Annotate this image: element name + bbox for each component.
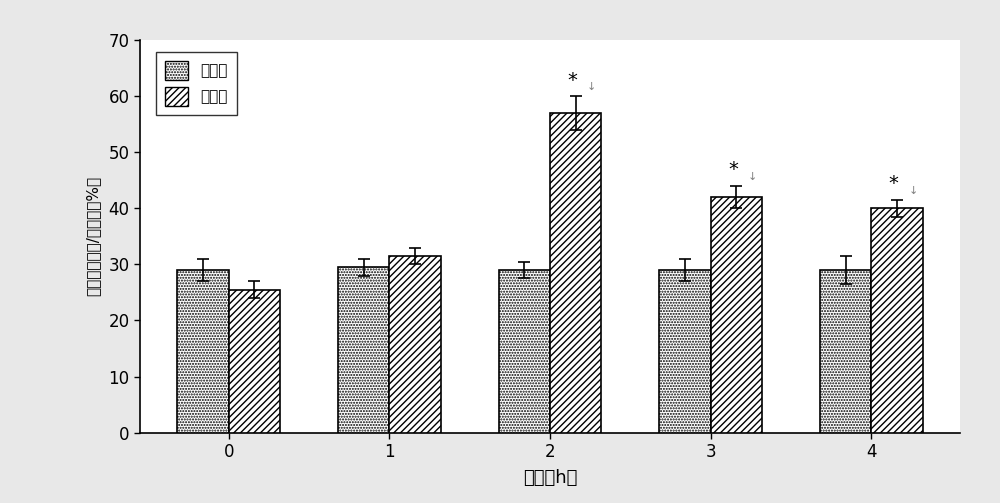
- Bar: [338, 267, 389, 433]
- Bar: [499, 270, 550, 433]
- Bar: [389, 256, 441, 433]
- Bar: [550, 113, 601, 433]
- Y-axis label: 磷脂氧化效率/存活率（%）: 磷脂氧化效率/存活率（%）: [85, 177, 100, 296]
- Bar: [177, 270, 229, 433]
- Text: *: *: [889, 174, 899, 193]
- Text: ↓: ↓: [748, 172, 757, 182]
- Bar: [820, 270, 871, 433]
- Text: ↓: ↓: [587, 82, 596, 92]
- Bar: [229, 290, 280, 433]
- X-axis label: 时间（h）: 时间（h）: [523, 469, 577, 487]
- Legend: 对照组, 处理组: 对照组, 处理组: [156, 52, 237, 115]
- Text: *: *: [728, 160, 738, 179]
- Bar: [871, 208, 923, 433]
- Text: *: *: [568, 70, 577, 90]
- Bar: [659, 270, 711, 433]
- Bar: [711, 197, 762, 433]
- Text: ↓: ↓: [908, 186, 918, 196]
